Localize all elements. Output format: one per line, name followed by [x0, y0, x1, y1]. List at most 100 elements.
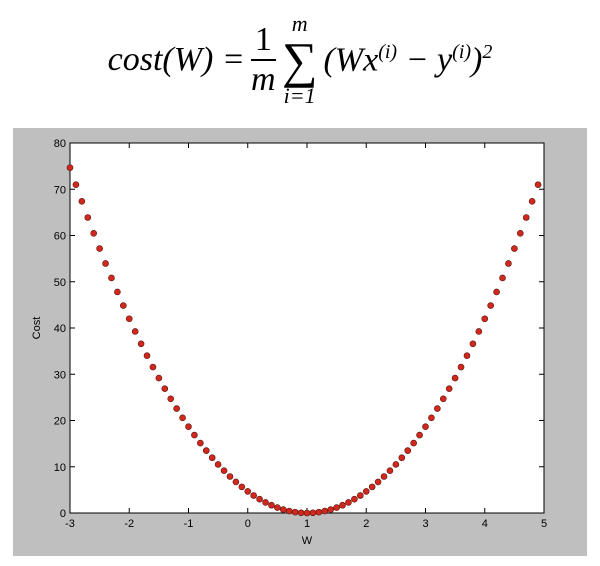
- y-tick-label: 0: [60, 508, 66, 520]
- point: [238, 483, 246, 491]
- point: [149, 363, 157, 371]
- point: [161, 385, 169, 392]
- point: [362, 488, 370, 495]
- point: [451, 374, 459, 382]
- point: [374, 478, 382, 486]
- x-tick-label: 1: [304, 518, 310, 530]
- x-tick-label: 5: [541, 518, 547, 530]
- point: [327, 506, 335, 513]
- point: [202, 447, 210, 454]
- sum-top: m: [291, 11, 308, 36]
- point: [279, 506, 287, 513]
- body-3: ): [471, 41, 483, 79]
- body-2: − y: [405, 41, 453, 79]
- formula-lhs: cost(W) =: [107, 41, 245, 78]
- point: [428, 414, 435, 422]
- point: [309, 509, 317, 517]
- y-tick-label: 70: [54, 184, 66, 196]
- point: [268, 501, 275, 509]
- x-tick-label: -1: [184, 518, 194, 530]
- point: [339, 501, 346, 509]
- point: [137, 340, 145, 348]
- point: [185, 423, 192, 430]
- point: [457, 363, 465, 371]
- point: [303, 509, 311, 517]
- point: [84, 214, 92, 221]
- point: [368, 483, 376, 491]
- x-tick-label: 3: [422, 518, 428, 530]
- sum-bottom: i=1: [283, 83, 316, 108]
- point: [72, 181, 80, 189]
- point: [108, 274, 115, 282]
- summation: m ∑ i=1: [282, 13, 318, 107]
- y-tick-label: 30: [54, 369, 66, 381]
- point: [66, 164, 74, 171]
- point: [469, 340, 477, 348]
- point: [297, 509, 305, 517]
- point: [487, 302, 494, 309]
- point: [291, 508, 299, 516]
- formula-body: (Wx(i) − y(i))2: [323, 41, 492, 79]
- point: [333, 504, 340, 511]
- y-tick-label: 10: [54, 462, 66, 474]
- point: [114, 288, 121, 296]
- point: [191, 431, 198, 439]
- point: [155, 374, 163, 382]
- y-tick-label: 40: [54, 323, 66, 335]
- point: [351, 495, 358, 503]
- point: [386, 467, 394, 474]
- point: [285, 507, 293, 515]
- denominator: m: [251, 61, 276, 98]
- y-tick-label: 50: [54, 277, 66, 289]
- x-tick-label: 2: [363, 518, 369, 530]
- point: [102, 260, 109, 267]
- point: [493, 288, 500, 296]
- sup-1: (i): [378, 40, 398, 63]
- point: [481, 315, 489, 323]
- y-axis-label: Cost: [31, 317, 43, 340]
- x-axis-label: W: [302, 535, 313, 547]
- point: [404, 447, 412, 454]
- y-tick-label: 60: [54, 231, 66, 243]
- point: [416, 431, 423, 439]
- x-tick-label: 0: [245, 518, 251, 530]
- point: [262, 499, 269, 506]
- point: [422, 423, 429, 430]
- point: [173, 405, 180, 412]
- x-tick-label: -3: [65, 518, 75, 530]
- point: [410, 439, 417, 447]
- point: [256, 495, 263, 503]
- point: [96, 245, 103, 252]
- point: [179, 414, 186, 422]
- point: [463, 352, 471, 359]
- point: [511, 245, 518, 252]
- point: [143, 352, 151, 359]
- point: [321, 507, 329, 515]
- sup-2: (i): [452, 40, 472, 63]
- plot-area: [69, 142, 545, 514]
- point: [534, 181, 542, 189]
- point: [315, 508, 323, 516]
- point: [505, 260, 512, 267]
- point: [522, 214, 530, 221]
- x-tick-label: -2: [124, 518, 134, 530]
- point: [78, 198, 86, 205]
- body-1: (Wx: [323, 41, 379, 79]
- point: [380, 473, 388, 480]
- point: [244, 488, 252, 495]
- point: [208, 454, 216, 462]
- point: [220, 467, 228, 474]
- point: [197, 439, 204, 447]
- point: [214, 461, 222, 468]
- point: [274, 504, 281, 511]
- point: [357, 492, 364, 499]
- point: [475, 328, 483, 335]
- point: [528, 198, 536, 205]
- point: [398, 454, 406, 462]
- point: [434, 405, 441, 412]
- point: [445, 385, 453, 392]
